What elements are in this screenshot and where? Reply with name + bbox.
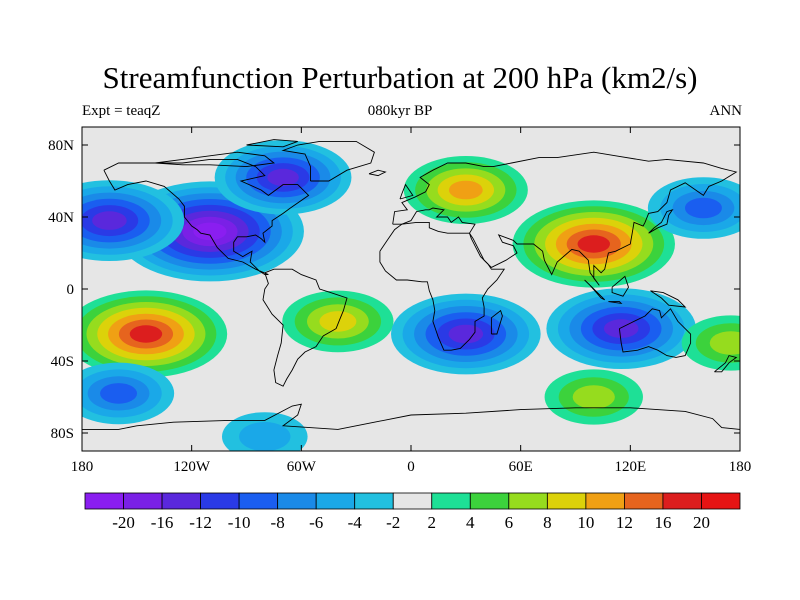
coastline-path (82, 403, 740, 430)
colorbar-swatch (701, 492, 741, 510)
coastline-path (246, 139, 298, 148)
colorbar-label: -16 (151, 513, 174, 532)
contour-band (92, 211, 127, 230)
coastline-path (650, 290, 687, 308)
field-feature (82, 290, 228, 378)
field-feature (82, 180, 185, 261)
y-tick-label: 40S (51, 354, 74, 370)
field-feature (282, 290, 394, 353)
colorbar-label: 12 (616, 513, 633, 532)
field-feature (403, 156, 528, 224)
coastline-path (714, 355, 738, 373)
coastline-path (611, 275, 629, 297)
colorbar-swatch (238, 492, 279, 510)
coastline-path (368, 169, 387, 177)
colorbar-swatch (200, 492, 240, 510)
colorbar-swatch (354, 492, 394, 510)
coastline-path (490, 309, 503, 335)
coastline-path (648, 208, 674, 234)
field-feature (544, 369, 643, 425)
colorbar-label: -10 (228, 513, 251, 532)
colorbar-swatch (431, 492, 471, 510)
colorbar-label: -4 (348, 513, 363, 532)
contour-band (572, 385, 615, 409)
colorbar-label: 4 (466, 513, 475, 532)
coastline-path (379, 221, 506, 351)
colorbar-label: 16 (654, 513, 671, 532)
colorbar-label: -20 (112, 513, 135, 532)
y-tick-label: 40N (48, 210, 74, 226)
colorbar-swatch (585, 492, 625, 510)
contour-band (193, 222, 227, 241)
colorbar-label: 2 (428, 513, 437, 532)
coastline-path (262, 268, 348, 387)
x-tick-label: 180 (729, 459, 752, 475)
colorbar-label: 20 (693, 513, 710, 532)
x-tick-label: 0 (407, 459, 415, 475)
contour-band (448, 324, 484, 344)
contour-band (239, 422, 291, 451)
colorbar-label: 10 (577, 513, 594, 532)
field-feature (221, 412, 308, 451)
colorbar-swatch (84, 492, 124, 510)
field-feature (391, 293, 541, 375)
time-label: 080kyr BP (367, 103, 433, 119)
x-tick-label: 60W (287, 459, 317, 475)
axis-ticks: 180 120W 60W 0 60E 120E 180 80N 40N 0 40S 80S (48, 127, 751, 475)
coastline-path (399, 183, 414, 200)
colorbar-swatch (392, 492, 433, 510)
y-tick-label: 0 (67, 282, 75, 298)
colorbar-label: -8 (271, 513, 285, 532)
coastline-path (103, 158, 310, 276)
coastline-path (392, 151, 738, 286)
plot-title: Streamfunction Perturbation at 200 hPa (… (102, 60, 698, 95)
x-tick-label: 180 (71, 459, 94, 475)
field-feature (214, 140, 352, 215)
experiment-label: Expt = teaqZ (82, 103, 161, 119)
colorbar-swatch (277, 492, 317, 510)
contour-band (577, 235, 610, 253)
contour-band (319, 311, 357, 332)
colorbar-swatch (546, 492, 587, 510)
colorbar-swatch (662, 492, 702, 510)
coastline-path (155, 151, 276, 168)
coastline-path (618, 308, 692, 358)
y-tick-label: 80S (51, 426, 74, 442)
field-feature (681, 315, 740, 371)
y-tick-label: 80N (48, 138, 74, 154)
colorbar-swatch (624, 492, 664, 510)
colorbar-swatch (315, 492, 356, 510)
x-tick-label: 120E (614, 459, 646, 475)
field-feature (647, 177, 740, 239)
contour-band (709, 331, 740, 355)
field-feature (546, 288, 696, 369)
colorbar-label: 6 (505, 513, 514, 532)
field-feature (82, 362, 175, 425)
x-tick-label: 120W (173, 459, 211, 475)
coastline-path (281, 140, 375, 182)
colorbar-label: -12 (189, 513, 212, 532)
season-label: ANN (709, 103, 743, 119)
colorbar-label: 8 (543, 513, 552, 532)
contour-band (267, 168, 299, 186)
x-tick-label: 60E (509, 459, 533, 475)
colorbar-swatch (161, 492, 201, 510)
contour-band (448, 180, 483, 200)
colorbar-swatch (469, 492, 510, 510)
contour-band (129, 325, 163, 343)
colorbar: -20 -16 -12 -10 -8 -6 -4 -2 2 4 6 8 10 12 16 20 (84, 492, 741, 532)
colorbar-label: -6 (309, 513, 323, 532)
contour-band (100, 383, 138, 404)
contour-band (684, 197, 722, 219)
coastline-path (608, 301, 623, 305)
streamfunction-field (82, 127, 740, 451)
coastlines (82, 139, 740, 430)
colorbar-swatch (508, 492, 548, 510)
colorbar-label: -2 (386, 513, 400, 532)
coastline-path (584, 279, 606, 301)
colorbar-swatch (123, 492, 163, 510)
